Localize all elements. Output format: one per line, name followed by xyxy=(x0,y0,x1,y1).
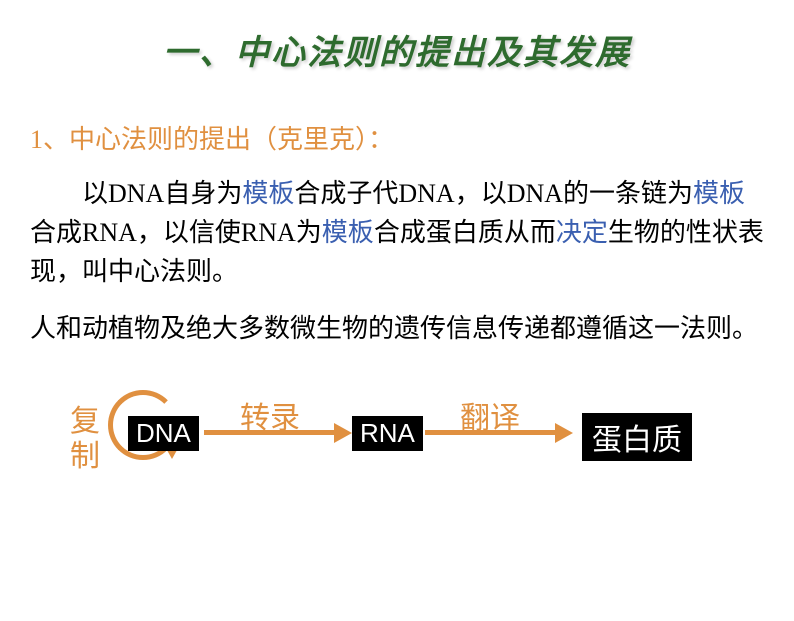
protein-node: 蛋白质 xyxy=(582,413,692,461)
central-dogma-diagram: 复 制 DNA 转录 RNA 翻译 蛋白质 xyxy=(0,378,794,478)
highlight-template: 模板 xyxy=(242,179,294,208)
replication-label-line2: 制 xyxy=(70,431,100,475)
transcription-arrow-line xyxy=(204,430,334,435)
highlight-template: 模板 xyxy=(322,218,374,247)
translation-arrowhead-icon xyxy=(555,423,573,443)
transcription-arrowhead-icon xyxy=(334,423,352,443)
section-heading: 1、中心法则的提出（克里克）： xyxy=(30,119,794,156)
note-paragraph: 人和动植物及绝大多数微生物的遗传信息传递都遵循这一法则。 xyxy=(30,309,764,348)
translation-arrow-line xyxy=(425,430,555,435)
text-part: 以DNA自身为 xyxy=(82,179,242,208)
text-part: 合成子代DNA，以DNA的一条链为 xyxy=(294,179,693,208)
page-title: 一、中心法则的提出及其发展 xyxy=(0,25,794,74)
highlight-determine: 决定 xyxy=(556,218,608,247)
text-part: 合成蛋白质从而 xyxy=(374,218,556,247)
rna-node: RNA xyxy=(352,416,423,451)
highlight-template: 模板 xyxy=(693,179,745,208)
dna-node: DNA xyxy=(128,416,199,451)
text-part: 合成RNA，以信使RNA为 xyxy=(30,218,322,247)
definition-paragraph: 以DNA自身为模板合成子代DNA，以DNA的一条链为模板合成RNA，以信使RNA… xyxy=(30,174,764,291)
